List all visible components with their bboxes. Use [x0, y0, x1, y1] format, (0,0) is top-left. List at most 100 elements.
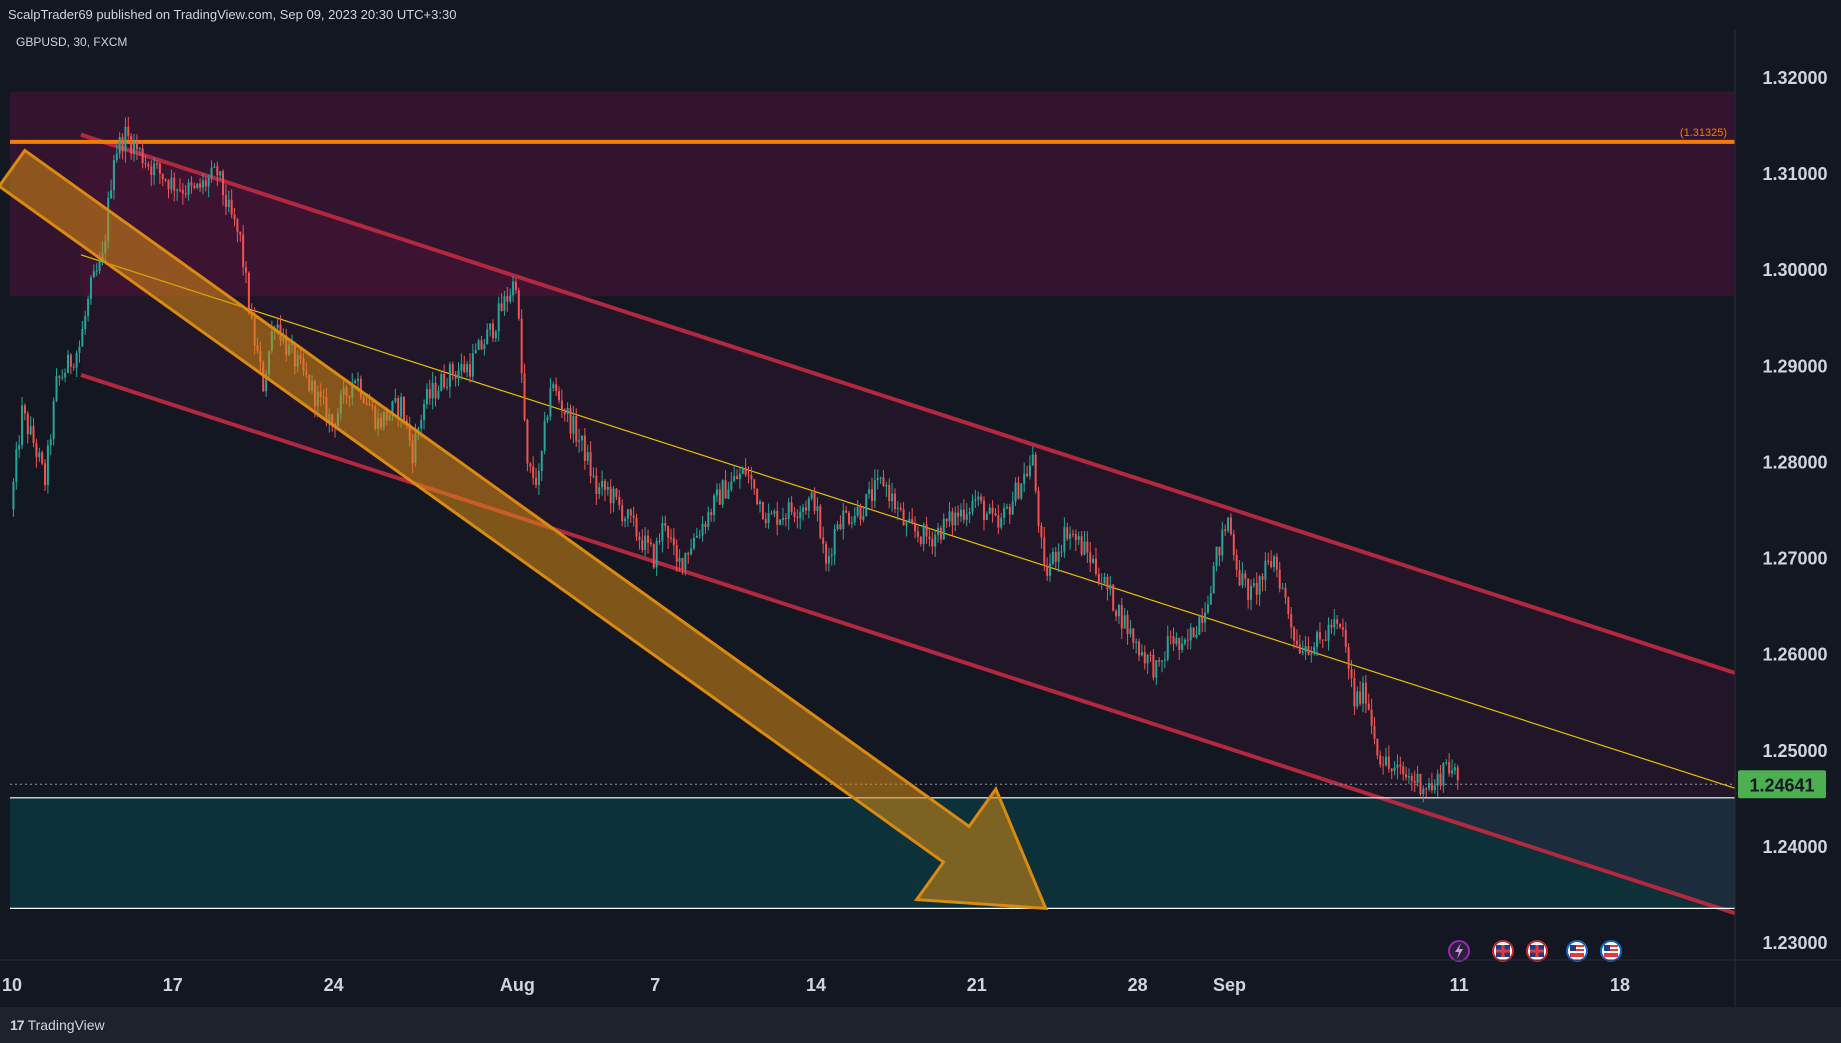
candle-body: [1103, 576, 1106, 584]
candle-body: [595, 475, 598, 495]
candle-body: [733, 476, 736, 482]
candle-body: [233, 214, 236, 220]
candle-body: [1229, 517, 1232, 535]
tradingview-logo[interactable]: 17 TradingView: [10, 1017, 105, 1033]
candle-body: [1341, 627, 1344, 630]
candle-body: [1244, 573, 1247, 579]
uk-flag-icon[interactable]: [1526, 940, 1548, 962]
us-flag-icon[interactable]: [1566, 940, 1588, 962]
candle-body: [58, 376, 61, 378]
candle-body: [236, 219, 239, 232]
zone-0: [10, 91, 1735, 297]
candle-body: [985, 514, 988, 521]
candle-body: [32, 426, 35, 443]
candle-body: [486, 329, 489, 345]
candle-body: [127, 126, 130, 137]
candle-body: [583, 435, 586, 461]
candle-body: [761, 501, 764, 520]
candle-body: [997, 515, 1000, 528]
candle-body: [1367, 703, 1370, 710]
y-tick-label: 1.24000: [1762, 837, 1827, 857]
candle-body: [638, 536, 641, 540]
candle-body: [982, 500, 985, 521]
candle-body: [994, 513, 997, 516]
candle-body: [78, 346, 81, 353]
candle-body: [1430, 783, 1433, 791]
candle-body: [1152, 654, 1155, 678]
candle-body: [850, 522, 853, 524]
candle-body: [1379, 755, 1382, 765]
candle-body: [569, 407, 572, 434]
candle-body: [1115, 610, 1118, 617]
price-axis[interactable]: 1.32000 1.31000 1.30000 1.29000 1.28000 1.270…: [1738, 68, 1828, 953]
candle-body: [773, 511, 776, 514]
price-chart[interactable]: (1.31325) 1.320001.310001.300001.290001.…: [0, 0, 1841, 1007]
candle-body: [635, 517, 638, 537]
candle-body: [802, 507, 805, 512]
candle-body: [245, 267, 248, 273]
last-price-label: 1.24641: [1749, 775, 1814, 795]
x-tick-label: 11: [1450, 975, 1469, 995]
zones-layer: [10, 91, 1735, 909]
candle-body: [1186, 639, 1189, 641]
candle-body: [839, 524, 842, 530]
candle-body: [580, 435, 583, 441]
uk-flag-icon[interactable]: [1492, 940, 1514, 962]
channel-upper-line: [80, 132, 1736, 675]
y-tick-label: 1.32000: [1762, 68, 1827, 88]
candle-body: [1252, 583, 1255, 586]
flag-stripe: [1570, 951, 1584, 953]
candle-body: [876, 478, 879, 481]
candle-body: [38, 452, 41, 458]
candle-body: [549, 388, 552, 417]
candle-body: [359, 378, 362, 398]
candle-body: [61, 377, 64, 379]
candle-body: [451, 364, 454, 376]
candle-body: [1026, 473, 1029, 477]
candle-body: [1063, 527, 1066, 552]
candle-body: [41, 452, 44, 464]
candle-body: [21, 405, 24, 446]
candle-body: [830, 554, 833, 557]
candle-body: [1370, 709, 1373, 726]
candle-body: [265, 373, 268, 392]
candle-body: [239, 231, 242, 235]
candle-body: [213, 166, 216, 168]
candle-body: [133, 141, 136, 154]
candle-body: [227, 199, 230, 207]
candle-body: [750, 475, 753, 480]
candle-body: [931, 538, 934, 547]
candle-body: [1155, 660, 1158, 678]
candle-body: [1301, 651, 1304, 654]
candle-body: [89, 277, 92, 299]
candle-body: [1250, 585, 1253, 600]
candle-body: [1206, 604, 1209, 613]
candle-body: [494, 331, 497, 339]
lightning-icon[interactable]: [1448, 940, 1470, 962]
candle-body: [1436, 773, 1439, 786]
candle-body: [1333, 619, 1336, 628]
candle-body: [951, 511, 954, 526]
us-flag-icon[interactable]: [1600, 940, 1622, 962]
candle-body: [230, 199, 233, 215]
channel-lower-line: [80, 373, 1736, 916]
candle-body: [66, 354, 69, 373]
candle-body: [868, 489, 871, 494]
candle-body: [566, 407, 569, 414]
candle-body: [1290, 614, 1293, 628]
time-axis[interactable]: 10 17 24 Aug 7 14 21 28 Sep 11 18: [2, 975, 1630, 995]
candle-body: [1339, 623, 1342, 628]
candle-body: [873, 480, 876, 502]
candle-body: [661, 523, 664, 542]
candle-body: [695, 535, 698, 538]
candle-body: [1135, 641, 1138, 643]
candle-body: [1321, 639, 1324, 641]
candle-body: [1000, 517, 1003, 528]
candle-body: [914, 523, 917, 532]
candle-body: [560, 400, 563, 410]
candle-body: [624, 518, 627, 522]
candle-body: [715, 489, 718, 496]
candle-body: [1043, 537, 1046, 567]
candle-body: [1270, 561, 1273, 567]
channel-layer: [80, 132, 1736, 916]
